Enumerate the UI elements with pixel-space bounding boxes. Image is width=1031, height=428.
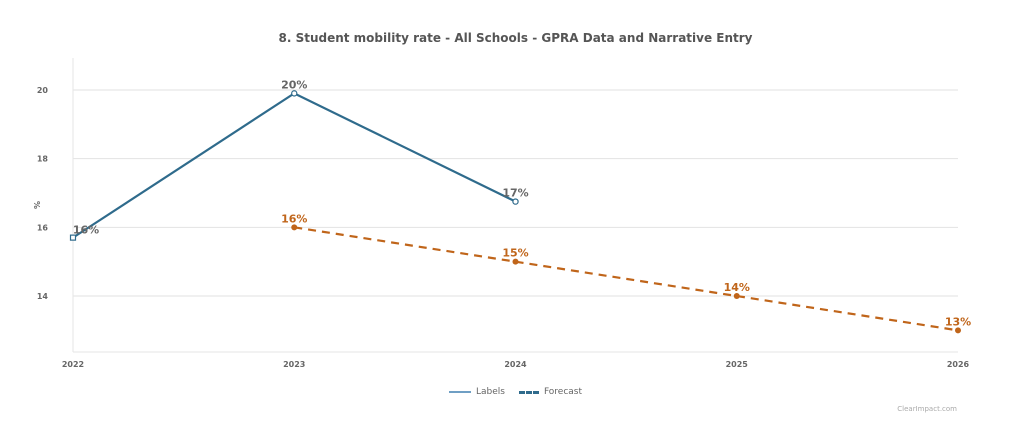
x-tick-label: 2025: [726, 360, 749, 369]
data-point: [512, 198, 519, 205]
grid-layer: [73, 89, 958, 297]
credit-text: ClearImpact.com: [897, 405, 957, 413]
legend-item-labels[interactable]: Labels: [448, 387, 505, 397]
y-axis-title: %: [33, 201, 42, 209]
data-label: 13%: [945, 315, 971, 328]
data-label: 15%: [502, 247, 528, 260]
y-tick-label: 18: [37, 155, 49, 164]
data-point: [733, 293, 740, 300]
data-label: 20%: [281, 78, 307, 91]
data-point: [955, 327, 961, 334]
legend-label: Forecast: [543, 387, 583, 397]
axis-layer: 14 16 18 20 2022 2023 2024 2025 2026%: [33, 58, 970, 369]
y-tick-label: 14: [37, 292, 49, 301]
y-tick-label: 20: [37, 86, 49, 95]
label-layer: 16% 20% 17% 16% 15% 14% 13%: [73, 78, 971, 328]
data-label: 16%: [73, 224, 99, 237]
legend-swatch-solid-icon: [448, 391, 471, 393]
legend: Labels Forecast: [0, 387, 1031, 397]
data-point: [291, 90, 298, 97]
chart-title: 8. Student mobility rate - All Schools -…: [278, 31, 753, 45]
data-label: 16%: [281, 212, 307, 225]
x-tick-label: 2026: [947, 360, 970, 369]
series-line-forecast: [294, 226, 959, 332]
data-point: [291, 224, 298, 231]
y-tick-label: 16: [37, 223, 49, 232]
x-tick-label: 2022: [62, 360, 84, 369]
data-label: 17%: [502, 187, 528, 200]
x-tick-label: 2024: [504, 360, 527, 369]
data-point: [69, 234, 77, 241]
data-label: 14%: [724, 281, 750, 294]
x-tick-label: 2023: [283, 360, 305, 369]
legend-item-forecast[interactable]: Forecast: [518, 387, 583, 397]
legend-swatch-dashed-icon: [518, 390, 539, 394]
legend-label: Labels: [475, 387, 505, 397]
data-point: [512, 258, 519, 265]
series-layer: [69, 90, 961, 334]
